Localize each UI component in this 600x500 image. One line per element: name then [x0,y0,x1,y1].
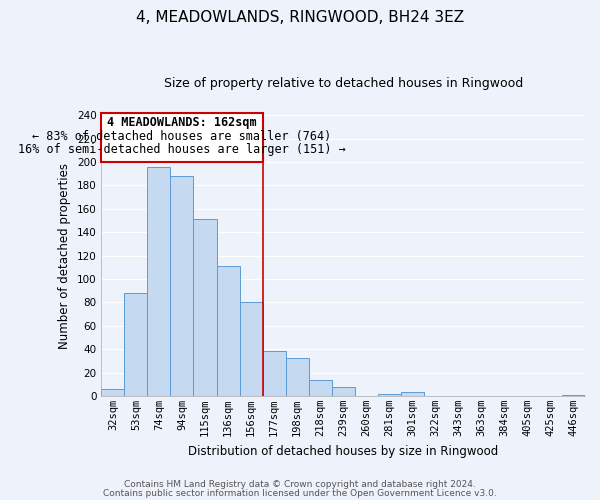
Bar [308,380,332,396]
FancyBboxPatch shape [101,113,263,162]
Bar [562,394,585,396]
Bar [239,302,263,396]
Text: 16% of semi-detached houses are larger (151) →: 16% of semi-detached houses are larger (… [18,142,346,156]
Bar [170,176,193,396]
Text: Contains public sector information licensed under the Open Government Licence v3: Contains public sector information licen… [103,489,497,498]
Bar [286,358,308,396]
Text: 4, MEADOWLANDS, RINGWOOD, BH24 3EZ: 4, MEADOWLANDS, RINGWOOD, BH24 3EZ [136,10,464,25]
Title: Size of property relative to detached houses in Ringwood: Size of property relative to detached ho… [164,78,523,90]
Bar [401,392,424,396]
Text: ← 83% of detached houses are smaller (764): ← 83% of detached houses are smaller (76… [32,130,332,143]
Bar [378,394,401,396]
Bar [124,293,148,396]
Y-axis label: Number of detached properties: Number of detached properties [58,162,71,348]
Bar [193,220,217,396]
Bar [217,266,239,396]
X-axis label: Distribution of detached houses by size in Ringwood: Distribution of detached houses by size … [188,444,499,458]
Text: 4 MEADOWLANDS: 162sqm: 4 MEADOWLANDS: 162sqm [107,116,257,129]
Text: Contains HM Land Registry data © Crown copyright and database right 2024.: Contains HM Land Registry data © Crown c… [124,480,476,489]
Bar [101,389,124,396]
Bar [148,166,170,396]
Bar [332,386,355,396]
Bar [263,352,286,396]
